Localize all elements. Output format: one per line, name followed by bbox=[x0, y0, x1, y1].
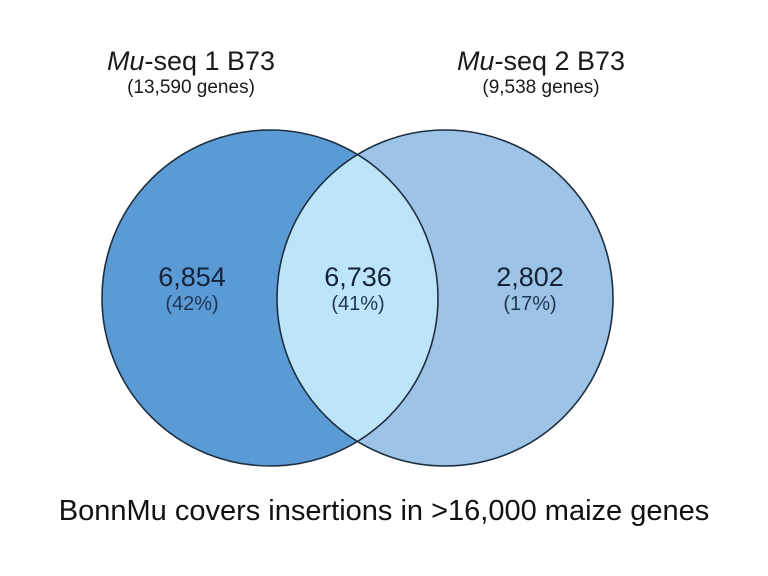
region-value: 6,854 bbox=[158, 262, 226, 292]
set-title-mu-seq-1: Mu-seq 1 B73 (13,590 genes) bbox=[61, 46, 321, 100]
region-right-only: 2,802 (17%) bbox=[460, 262, 600, 316]
set-title-mu-seq-2: Mu-seq 2 B73 (9,538 genes) bbox=[411, 46, 671, 100]
region-percent: (41%) bbox=[331, 293, 385, 315]
set-gene-count: (9,538 genes) bbox=[482, 77, 600, 98]
region-left-only: 6,854 (42%) bbox=[122, 262, 262, 316]
circle-outline-right bbox=[276, 129, 614, 467]
region-percent: (42%) bbox=[165, 293, 219, 315]
set-name: Mu-seq 2 B73 bbox=[456, 46, 626, 76]
circle-outline-left bbox=[101, 129, 439, 467]
region-value: 2,802 bbox=[496, 262, 564, 292]
caption: BonnMu covers insertions in >16,000 maiz… bbox=[58, 495, 710, 527]
region-percent: (17%) bbox=[503, 293, 557, 315]
set-gene-count: (13,590 genes) bbox=[127, 77, 255, 98]
region-value: 6,736 bbox=[324, 262, 392, 292]
region-intersection: 6,736 (41%) bbox=[288, 262, 428, 316]
set-name: Mu-seq 1 B73 bbox=[106, 46, 276, 76]
intersection-region bbox=[277, 130, 438, 466]
